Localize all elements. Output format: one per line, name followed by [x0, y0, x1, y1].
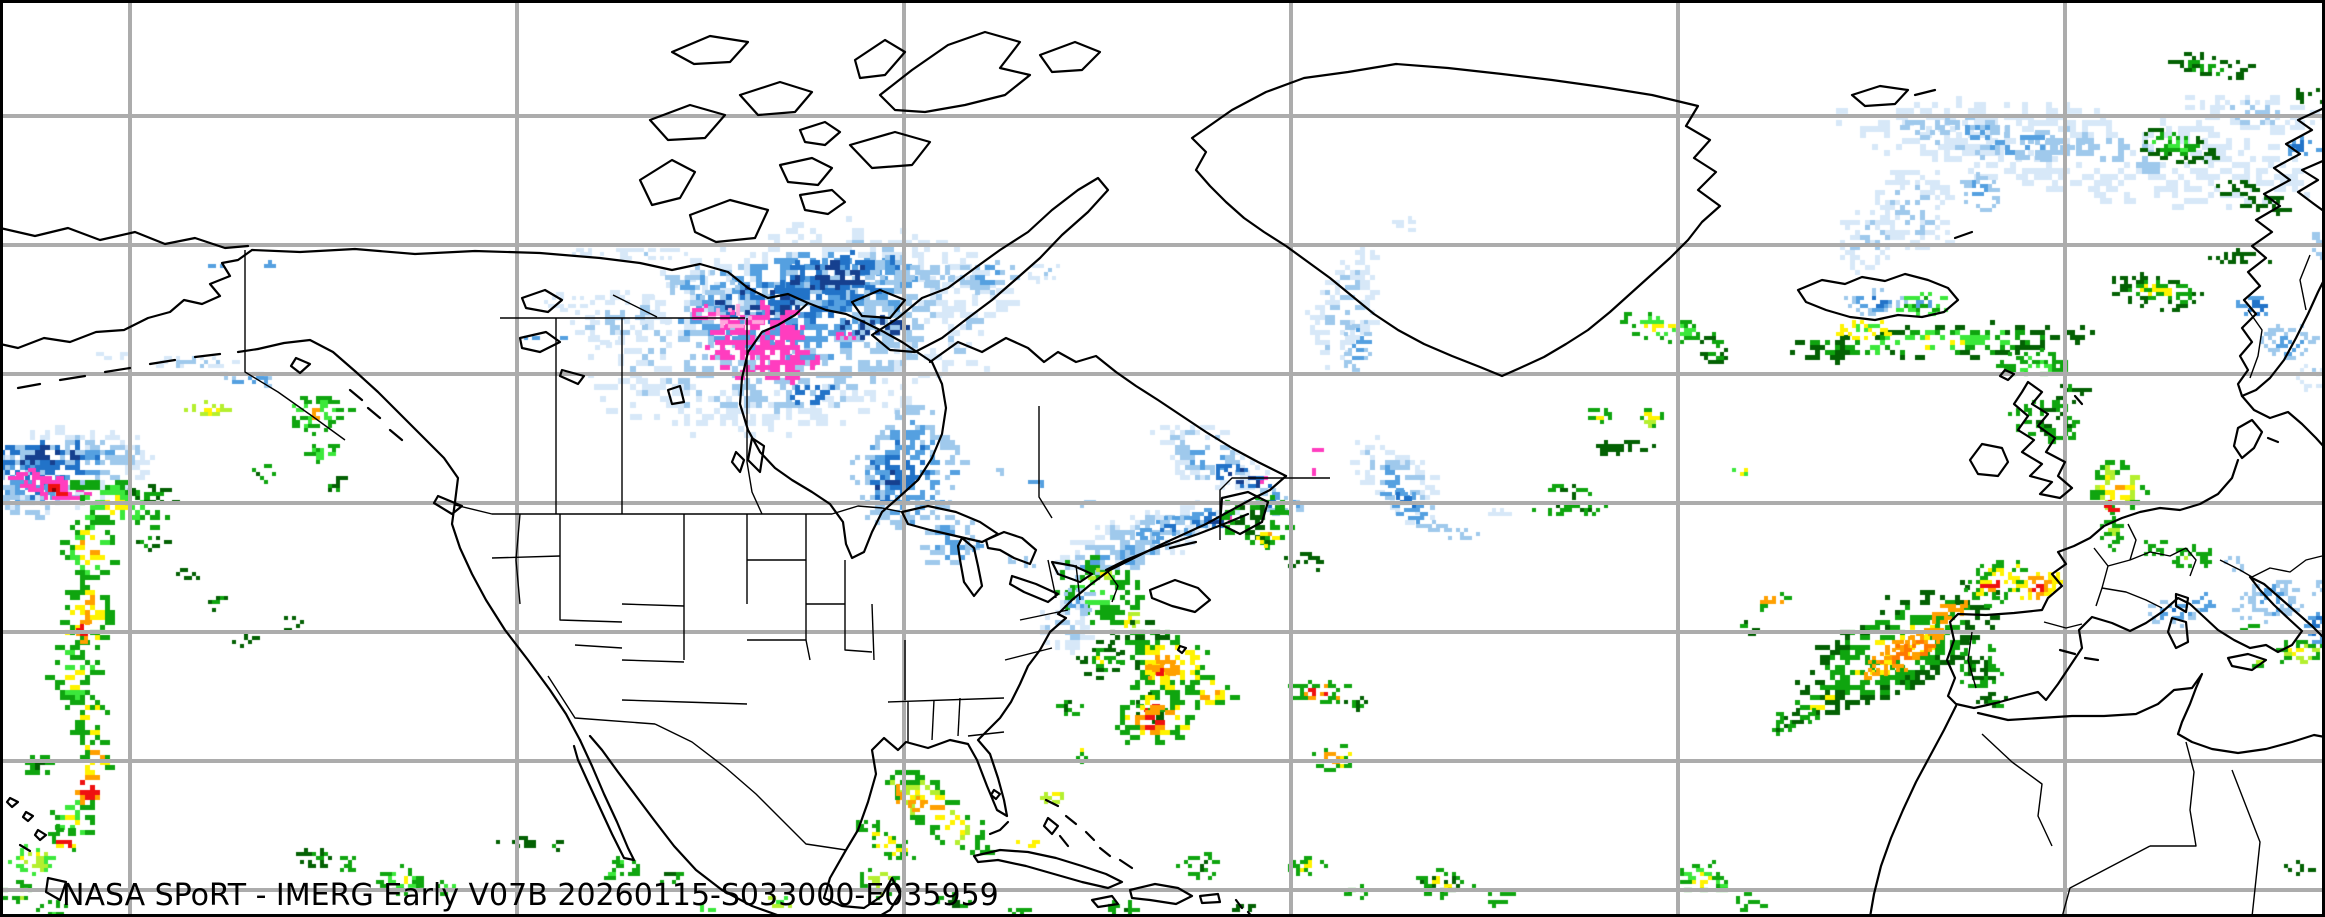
political-borders [244, 250, 2323, 917]
map-caption: NASA SPoRT - IMERG Early V07B 20260115-S… [62, 878, 999, 913]
coastlines [0, 30, 2325, 917]
